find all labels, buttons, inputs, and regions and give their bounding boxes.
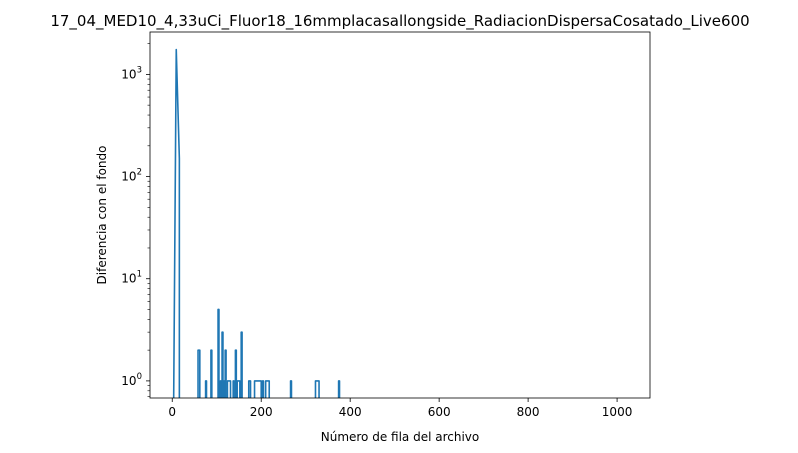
series-line-segment [289,380,293,398]
x-tick-label: 200 [250,405,273,419]
series-line-segment [247,380,252,398]
plot-frame [149,31,651,399]
series-layer [172,48,341,398]
series-line-segment [204,380,208,398]
y-axis-label: Diferencia con el fondo [95,146,109,285]
y-tick-label: 103 [121,65,142,81]
chart-title: 17_04_MED10_4,33uCi_Fluor18_16mmplacasal… [50,12,749,31]
y-tick-label: 102 [121,168,142,184]
series-line-segment [337,380,341,398]
series-line-segment [232,380,235,398]
series-line-segment [221,331,224,398]
x-tick-label: 800 [517,405,540,419]
series-line-segment [253,380,263,398]
series-line-segment [210,349,213,398]
x-tick-label: 0 [168,405,176,419]
series-line-segment [240,331,243,398]
x-tick-label: 600 [428,405,451,419]
x-axis-label: Número de fila del archivo [321,430,480,444]
series-line-segment [226,380,232,398]
series-line-segment [197,349,201,398]
x-tick-label: 1000 [602,405,633,419]
series-line-segment [224,349,227,398]
series-line-segment [219,380,222,398]
y-axis: 100 101 102 103 [121,43,150,398]
series-line-segment [261,380,265,398]
x-axis: 0 200 400 600 800 1000 [168,398,632,419]
series-line-segment [172,48,181,398]
y-tick-label: 101 [121,270,142,286]
y-tick-label: 100 [121,372,142,388]
series-line-segment [314,380,320,398]
series-line-segment [236,380,241,398]
series-line-segment [234,349,238,398]
x-tick-label: 400 [339,405,362,419]
series-line-segment [217,308,220,398]
series-line-segment [264,380,271,398]
